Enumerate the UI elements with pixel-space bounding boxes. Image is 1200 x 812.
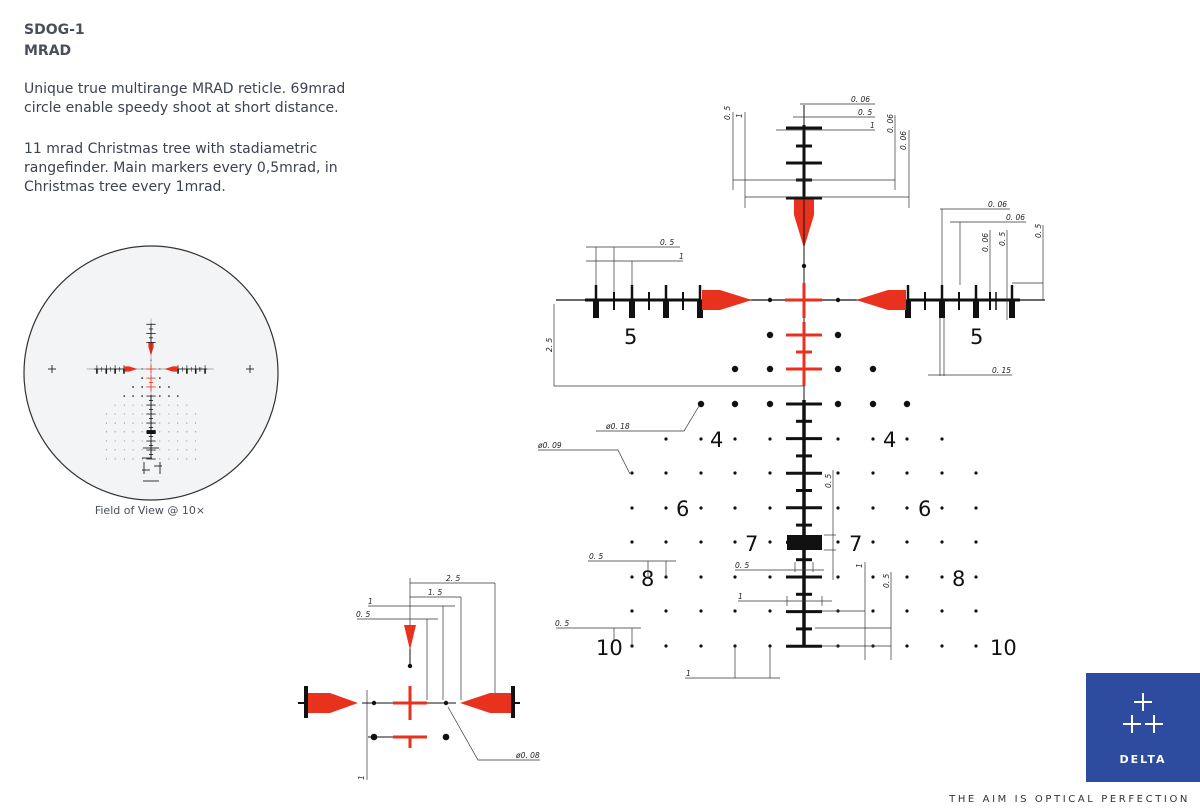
range-number-6-left: 6: [676, 497, 689, 521]
dim-label: 2. 5: [446, 574, 461, 583]
brand-name: DELTA: [1119, 753, 1167, 766]
dim-label: 0. 06: [988, 200, 1007, 209]
range-number-8-left: 8: [641, 567, 654, 591]
range-number-8-right: 8: [952, 567, 965, 591]
dim-label: 0. 06: [886, 114, 895, 133]
field-of-view: [23, 245, 279, 501]
dim-label: 0. 5: [660, 238, 675, 247]
range-number-4-right: 4: [883, 428, 896, 452]
range-number-6-right: 6: [918, 497, 931, 521]
dim-label: 1: [735, 113, 744, 118]
dim-label: ø0. 18: [605, 422, 630, 431]
product-title: SDOG-1 MRAD: [24, 20, 85, 62]
dim-label: 0. 15: [992, 366, 1011, 375]
unit-name: MRAD: [24, 43, 72, 59]
dim-label: 0. 5: [356, 610, 371, 619]
tagline: THE AIM IS OPTICAL PERFECTION: [949, 794, 1190, 805]
range-number-7-left: 7: [745, 532, 758, 556]
three-crosses-icon: [1123, 693, 1163, 733]
dimension-lines: [357, 103, 1044, 780]
dimension-labels: 0. 06 0. 5 1 0. 5 1 0. 06 0. 06 0. 06 0.…: [356, 95, 1043, 780]
dim-label: ø0. 08: [515, 751, 540, 760]
range-number-5-right: 5: [970, 325, 983, 349]
dim-label: 0. 5: [858, 108, 873, 117]
range-number-7-right: 7: [849, 532, 862, 556]
dim-label: 0. 5: [735, 561, 750, 570]
range-number-4-left: 4: [710, 428, 723, 452]
dim-label: 0. 5: [998, 231, 1007, 246]
description-2: 11 mrad Christmas tree with stadiametric…: [24, 141, 338, 195]
model-name: SDOG-1: [24, 22, 85, 38]
dim-label: 1. 5: [428, 588, 443, 597]
dim-label: 1: [368, 597, 373, 606]
dim-label: 0. 06: [1006, 213, 1025, 222]
range-number-10-left: 10: [596, 636, 623, 660]
dim-label: 1: [357, 775, 366, 780]
dim-label: 2. 5: [545, 337, 554, 352]
dim-label: 0. 06: [981, 233, 990, 252]
dim-label: 0. 06: [851, 95, 870, 104]
dim-label: 1: [679, 252, 684, 261]
center-detail: [298, 625, 520, 748]
dim-label: 0. 5: [824, 473, 833, 488]
dim-label: 0. 5: [882, 573, 891, 588]
fov-caption: Field of View @ 10×: [94, 504, 206, 517]
dim-label: 1: [855, 563, 864, 568]
dim-label: 0. 5: [555, 619, 570, 628]
dim-label: 1: [738, 592, 743, 601]
range-number-10-right: 10: [990, 636, 1017, 660]
dim-label: 0. 5: [723, 105, 732, 120]
dim-label: ø0. 09: [537, 441, 562, 450]
range-number-5-left: 5: [624, 325, 637, 349]
main-reticle: [554, 103, 1047, 650]
dim-label: 0. 06: [899, 131, 908, 150]
dim-label: 1: [686, 669, 691, 678]
description-1: Unique true multirange MRAD reticle. 69m…: [24, 81, 346, 116]
dim-label: 1: [870, 121, 875, 130]
dim-label: 0. 5: [589, 552, 604, 561]
delta-logo: DELTA: [1086, 673, 1200, 782]
dim-label: 0. 5: [1034, 223, 1043, 238]
